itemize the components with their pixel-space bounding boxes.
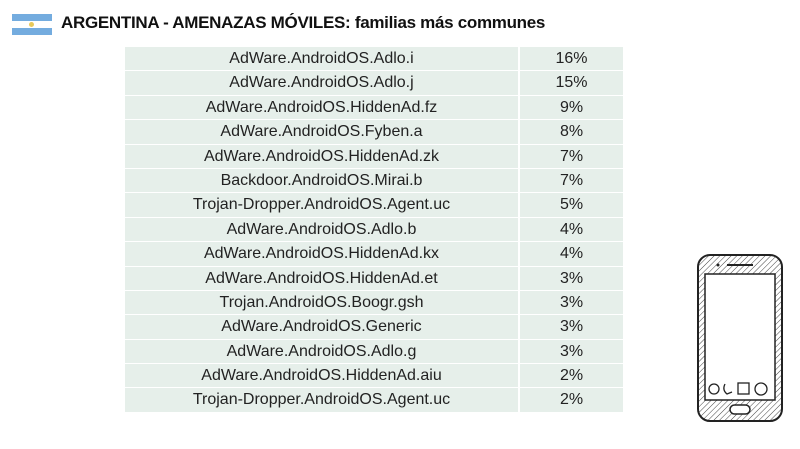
table-row: Trojan-Dropper.AndroidOS.Agent.uc 5% — [125, 193, 623, 218]
family-name: AdWare.AndroidOS.HiddenAd.fz — [125, 95, 520, 120]
family-percentage: 4% — [559, 220, 584, 238]
table-row: Trojan.AndroidOS.Boogr.gsh 3% — [125, 290, 623, 316]
family-name: AdWare.AndroidOS.Generic — [125, 315, 520, 339]
family-name: Trojan-Dropper.AndroidOS.Agent.uc — [125, 388, 520, 412]
threat-families-table: AdWare.AndroidOS.Adlo.i 16% AdWare.Android… — [125, 47, 623, 413]
family-percentage: 9% — [559, 98, 584, 116]
family-name: Trojan.AndroidOS.Boogr.gsh — [125, 290, 520, 315]
family-name: AdWare.AndroidOS.Adlo.b — [125, 217, 520, 242]
family-name: AdWare.AndroidOS.Fyben.a — [125, 120, 520, 144]
argentina-flag-icon — [12, 14, 52, 35]
family-percentage: 2% — [559, 391, 584, 409]
table-row: AdWare.AndroidOS.HiddenAd.aiu 2% — [125, 364, 623, 389]
family-percentage: 8% — [559, 123, 584, 141]
table-row: AdWare.AndroidOS.HiddenAd.kx 4% — [125, 242, 623, 267]
family-name: AdWare.AndroidOS.HiddenAd.aiu — [125, 364, 520, 388]
family-percentage: 7% — [559, 171, 584, 189]
table-row: Trojan-Dropper.AndroidOS.Agent.uc 2% — [125, 388, 623, 413]
family-percentage: 3% — [559, 318, 584, 336]
family-percentage: 3% — [559, 342, 584, 360]
family-name: AdWare.AndroidOS.HiddenAd.kx — [125, 242, 520, 266]
family-name: AdWare.AndroidOS.HiddenAd.et — [125, 266, 520, 290]
table-row: AdWare.AndroidOS.Generic 3% — [125, 315, 623, 340]
family-percentage: 4% — [559, 245, 584, 263]
table-row: AdWare.AndroidOS.HiddenAd.fz 9% — [125, 95, 623, 121]
family-percentage: 7% — [559, 147, 584, 165]
table-row: AdWare.AndroidOS.Adlo.b 4% — [125, 217, 623, 243]
family-percentage: 16% — [555, 50, 588, 67]
smartphone-illustration-icon — [697, 254, 783, 422]
family-name: Trojan-Dropper.AndroidOS.Agent.uc — [125, 193, 520, 217]
family-name: AdWare.AndroidOS.Adlo.j — [125, 71, 520, 95]
family-percentage: 3% — [559, 269, 584, 287]
table-row: AdWare.AndroidOS.Adlo.g 3% — [125, 339, 623, 365]
family-percentage: 3% — [559, 293, 584, 311]
family-name: AdWare.AndroidOS.HiddenAd.zk — [125, 144, 520, 168]
table-row: Backdoor.AndroidOS.Mirai.b 7% — [125, 168, 623, 194]
family-percentage: 15% — [555, 74, 588, 92]
family-name: Backdoor.AndroidOS.Mirai.b — [125, 168, 520, 193]
family-name: AdWare.AndroidOS.Adlo.i — [125, 47, 520, 71]
table-row: AdWare.AndroidOS.HiddenAd.zk 7% — [125, 144, 623, 169]
family-percentage: 5% — [559, 196, 584, 214]
table-row: AdWare.AndroidOS.Fyben.a 8% — [125, 120, 623, 145]
table-row: AdWare.AndroidOS.Adlo.j 15% — [125, 71, 623, 96]
table-row: AdWare.AndroidOS.HiddenAd.et 3% — [125, 266, 623, 291]
table-row: AdWare.AndroidOS.Adlo.i 16% — [125, 47, 623, 72]
family-percentage: 2% — [559, 367, 584, 385]
page-title: ARGENTINA - AMENAZAS MÓVILES: familias m… — [61, 13, 546, 32]
family-name: AdWare.AndroidOS.Adlo.g — [125, 339, 520, 364]
